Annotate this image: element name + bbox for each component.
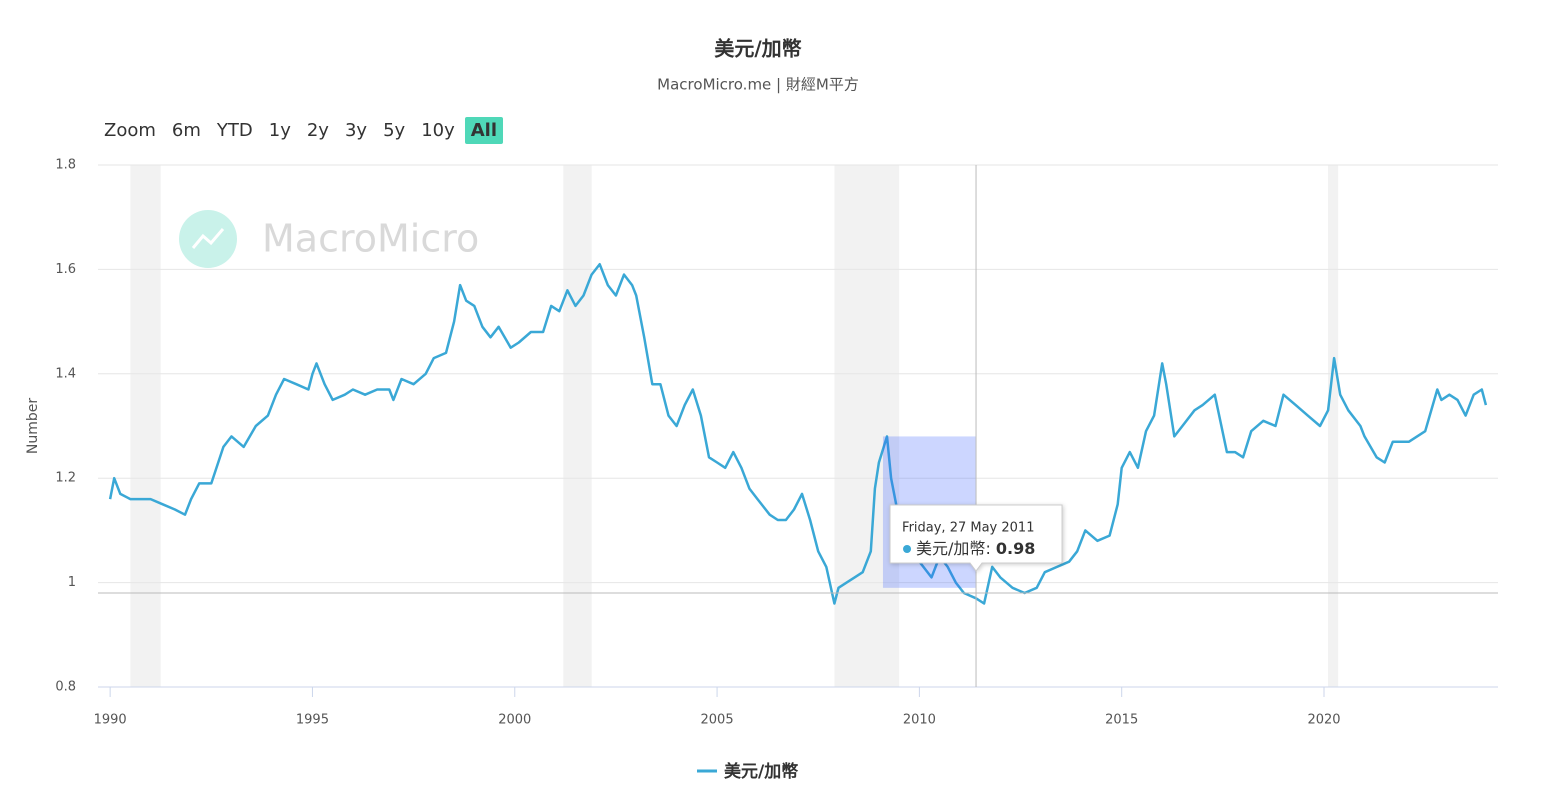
zoom-button[interactable]: 1y	[268, 120, 291, 141]
watermark-icon	[191, 228, 225, 249]
y-tick-label: 1.8	[55, 158, 76, 173]
tooltip-text: 美元/加幣: 0.98	[916, 539, 1035, 558]
zoom-button[interactable]: 3y	[344, 120, 368, 141]
watermark: MacroMicro	[262, 217, 479, 261]
recession-band	[834, 165, 900, 687]
line-series	[108, 262, 1488, 605]
y-axis-label: Number	[25, 398, 41, 454]
x-tick-label: 1990	[94, 713, 127, 728]
y-tick-label: 1.6	[55, 262, 76, 277]
recession-band	[130, 165, 161, 687]
tooltip-box	[889, 504, 1063, 572]
chart-subtitle: MacroMicro.me | 財經M平方	[657, 76, 859, 94]
y-tick-label: 1	[68, 575, 76, 590]
recession-band	[1328, 165, 1339, 687]
zoom-button[interactable]: 2y	[306, 120, 329, 141]
y-tick-label: 1.4	[55, 366, 76, 381]
tooltip-sep: :	[985, 539, 995, 558]
x-tick-label: 1995	[296, 713, 329, 728]
chart-title: 美元/加幣	[714, 37, 801, 61]
legend-label: 美元/加幣	[724, 761, 798, 782]
zoom-button[interactable]: All	[464, 117, 504, 144]
zoom-label: Zoom	[104, 120, 156, 141]
zoom-button[interactable]: 6m	[171, 120, 201, 141]
tooltip-value: 0.98	[996, 539, 1035, 558]
tooltip-date: Friday, 27 May 2011	[902, 521, 1034, 536]
tooltip: Friday, 27 May 2011 美元/加幣: 0.98	[889, 504, 1063, 572]
x-tick-label: 2020	[1307, 713, 1340, 728]
zoom-button[interactable]: YTD	[216, 120, 253, 141]
tooltip-marker	[903, 545, 912, 553]
x-tick-label: 2000	[498, 713, 531, 728]
x-tick-label: 2015	[1105, 713, 1138, 728]
zoom-button[interactable]: 5y	[383, 120, 406, 141]
tooltip-series: 美元/加幣	[916, 539, 985, 558]
y-tick-label: 1.2	[55, 471, 76, 486]
range-selector: Zoom 6m YTD 1y 2y 3y 5y 10y All	[98, 117, 504, 144]
y-tick-label: 0.8	[55, 680, 76, 695]
zoom-button[interactable]: 10y	[421, 120, 455, 141]
x-tick-label: 2010	[903, 713, 936, 728]
x-tick-label: 2005	[701, 713, 734, 728]
recession-band	[563, 165, 592, 687]
